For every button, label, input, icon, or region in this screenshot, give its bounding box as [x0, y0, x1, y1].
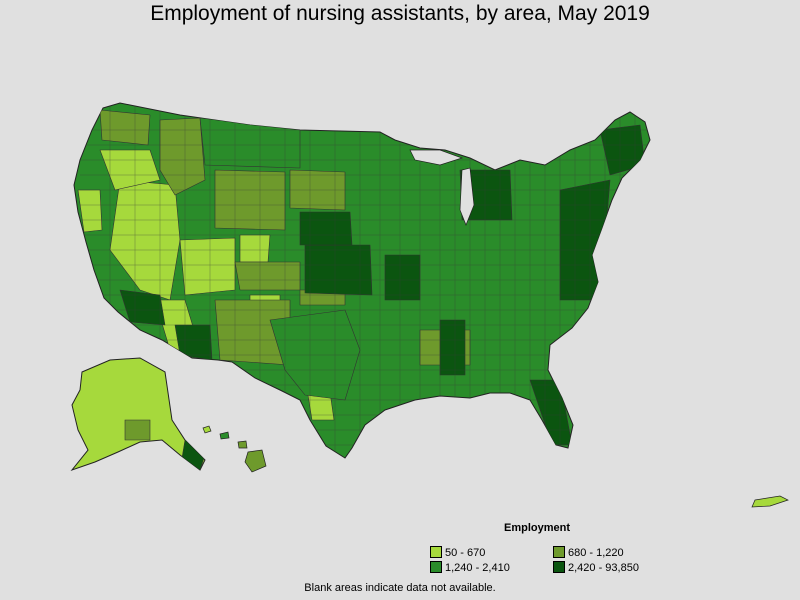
- hawaii-kauai: [202, 425, 212, 434]
- alaska-anchorage: [124, 419, 151, 441]
- legend-item: 50 - 670: [430, 546, 485, 560]
- hawaii-big-island: [244, 449, 267, 473]
- legend-swatch: [553, 546, 565, 558]
- alaska: [70, 357, 206, 472]
- us-employment-map: [70, 102, 789, 508]
- hawaii-oahu: [219, 431, 230, 440]
- hawaii-maui: [237, 440, 248, 449]
- legend-label: 2,420 - 93,850: [568, 562, 639, 574]
- legend-item: 2,420 - 93,850: [553, 561, 639, 575]
- region-arizona-s: [174, 324, 213, 361]
- region-kansas: [304, 244, 373, 296]
- region-missouri: [384, 254, 421, 301]
- legend-item: 1,240 - 2,410: [430, 561, 510, 575]
- region-utah: [179, 237, 236, 296]
- region-mississippi: [439, 319, 466, 376]
- legend: Employment 50 - 670 680 - 1,220 1,240 - …: [420, 520, 680, 580]
- contiguous-us: [73, 102, 651, 459]
- legend-label: 680 - 1,220: [568, 547, 624, 559]
- legend-swatch: [430, 561, 442, 573]
- region-colorado-ne: [239, 234, 271, 263]
- region-florida: [529, 379, 573, 446]
- region-colorado: [234, 261, 301, 291]
- lake-superior: [409, 149, 464, 166]
- alaska-base: [70, 357, 206, 472]
- region-wa-east: [99, 109, 151, 146]
- legend-title: Employment: [504, 522, 571, 534]
- hawaii: [202, 425, 267, 473]
- legend-item: 680 - 1,220: [553, 546, 624, 560]
- legend-swatch: [430, 546, 442, 558]
- legend-label: 1,240 - 2,410: [445, 562, 510, 574]
- lake-michigan: [459, 167, 475, 226]
- region-wyoming: [214, 169, 286, 231]
- data-availability-note: Blank areas indicate data not available.: [304, 582, 496, 594]
- puerto-rico: [751, 495, 789, 508]
- region-east-coast: [559, 179, 611, 301]
- map-title: Employment of nursing assistants, by are…: [150, 2, 650, 25]
- legend-swatch: [553, 561, 565, 573]
- region-nebraska: [299, 211, 353, 246]
- legend-label: 50 - 670: [445, 547, 486, 559]
